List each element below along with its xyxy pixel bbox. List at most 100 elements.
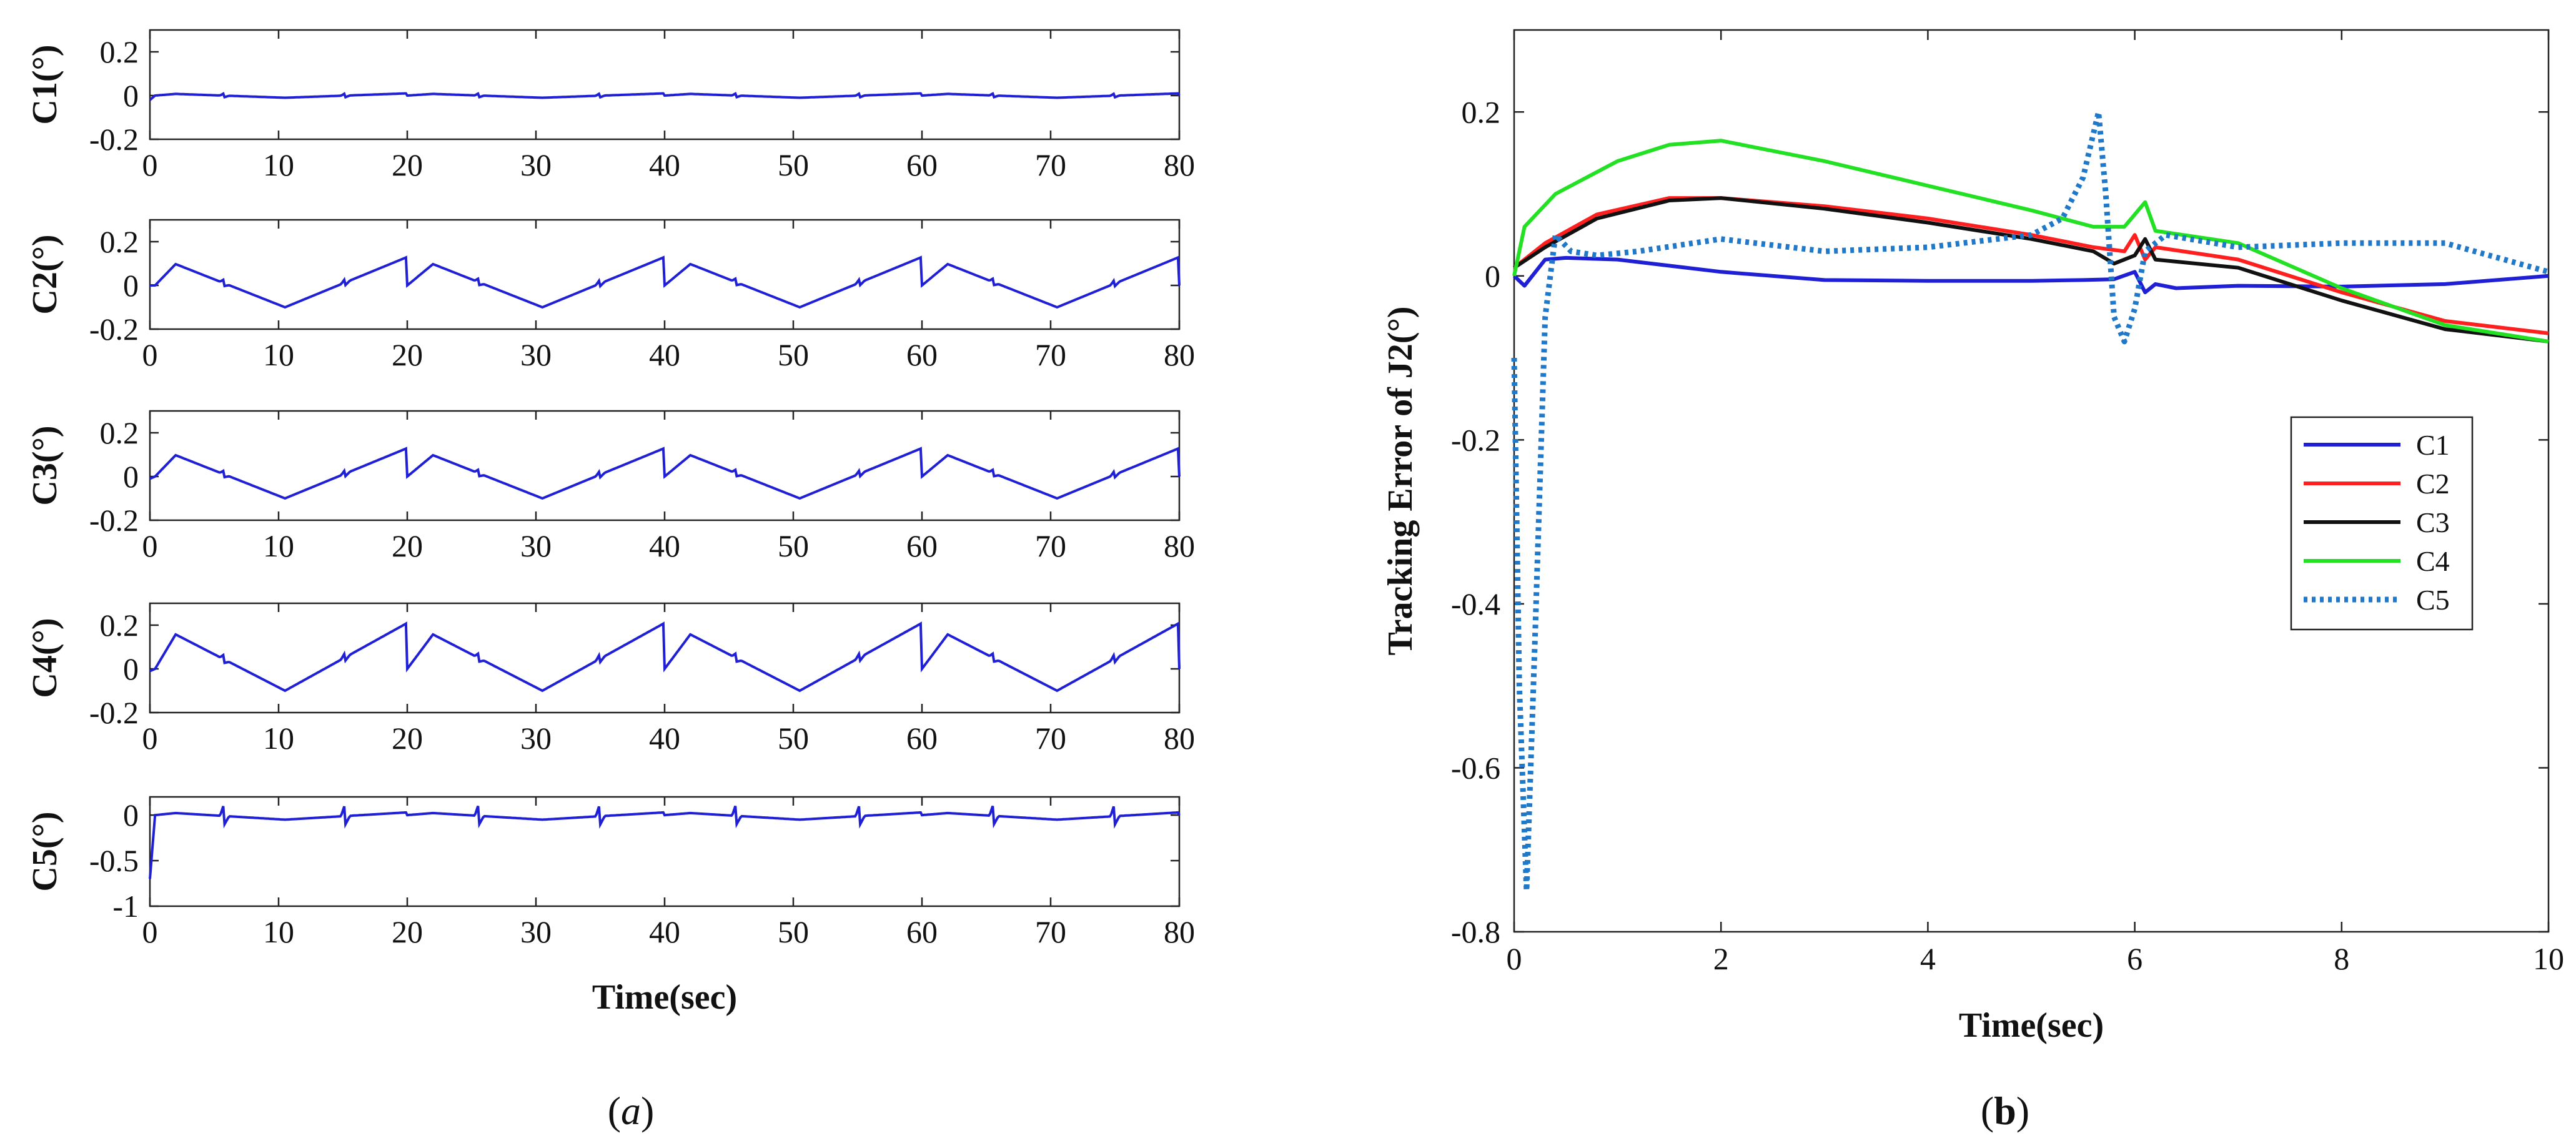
legend-label-c3: C3	[2416, 506, 2450, 538]
legend-label-c5: C5	[2416, 584, 2450, 616]
series-line-c3	[1513, 196, 2549, 343]
series-line-c4	[1512, 139, 2549, 343]
y-tick-label: 0	[1485, 259, 1500, 294]
x-tick-label: 80	[1164, 914, 1195, 949]
x-tick: 50	[778, 603, 809, 756]
x-tick-label: 50	[778, 721, 809, 756]
x-tick-label: 10	[263, 147, 294, 182]
y-tick-label: -0.2	[89, 312, 139, 347]
legend-label-c4: C4	[2416, 545, 2450, 577]
y-tick-label: -0.4	[1451, 586, 1500, 621]
x-tick-label: 50	[778, 528, 809, 563]
x-tick-label: 40	[649, 337, 680, 372]
x-tick: 80	[1164, 603, 1195, 756]
y-tick-label: -0.2	[1451, 422, 1500, 457]
caption-a: (a)	[608, 1089, 655, 1133]
y-tick-label: -0.6	[1451, 750, 1500, 785]
y-tick: -0.2	[1451, 422, 2549, 457]
x-axis-label: Time(sec)	[1959, 1006, 2104, 1045]
y-tick: 0.2	[100, 608, 1179, 643]
x-tick: 60	[906, 30, 938, 182]
x-tick: 20	[392, 220, 423, 372]
panel-2: 0 10 20 30 40 50 60 70 800.20-0.2C2(°)	[26, 219, 1195, 372]
x-tick: 10	[263, 411, 294, 563]
y-tick-label: 0.2	[1462, 94, 1501, 129]
x-tick: 50	[778, 411, 809, 563]
y-tick-label: -0.2	[89, 503, 139, 538]
x-tick: 20	[392, 30, 423, 182]
x-tick: 0	[1507, 30, 1522, 976]
y-tick-label: -1	[112, 889, 139, 924]
x-tick-label: 20	[392, 528, 423, 563]
chart-a: 0 10 20 30 40 50 60 70 800.20-0.2C1(°)0 10 20 30 40 5…	[26, 29, 1195, 1017]
x-tick: 80	[1164, 411, 1195, 563]
legend-label-c1: C1	[2416, 429, 2450, 461]
y-tick: 0.2	[100, 224, 1179, 259]
x-tick-label: 40	[649, 147, 680, 182]
x-tick: 10	[263, 220, 294, 372]
x-tick-label: 60	[906, 528, 938, 563]
y-tick: 0.2	[1462, 94, 2549, 129]
x-tick-label: 10	[263, 528, 294, 563]
y-axis-label: C1(°)	[26, 44, 64, 124]
series-line-c2	[1513, 196, 2549, 335]
x-tick: 0	[142, 603, 158, 756]
y-axis-label: C3(°)	[26, 425, 64, 505]
y-tick: 0	[123, 651, 1179, 686]
x-tick-label: 50	[778, 147, 809, 182]
x-tick: 10	[263, 603, 294, 756]
x-tick-label: 10	[2533, 941, 2564, 976]
y-tick: -0.2	[89, 695, 1179, 730]
y-tick-label: 0	[123, 798, 139, 832]
y-tick-label: 0	[123, 78, 139, 113]
x-tick-label: 60	[906, 914, 938, 949]
legend: C1 C2 C3 C4 C5	[2290, 416, 2474, 631]
x-tick-label: 80	[1164, 721, 1195, 756]
x-tick: 50	[778, 220, 809, 372]
panel-1: 0 10 20 30 40 50 60 70 800.20-0.2C1(°)	[26, 29, 1195, 182]
y-axis-label: C5(°)	[26, 811, 64, 891]
x-tick: 40	[649, 411, 680, 563]
panel-3: 0 10 20 30 40 50 60 70 800.20-0.2C3(°)	[26, 410, 1195, 563]
series-line-c4	[149, 621, 1181, 693]
y-tick: -0.8	[1451, 914, 2549, 949]
x-tick: 10	[2533, 30, 2564, 976]
x-tick-label: 70	[1035, 528, 1066, 563]
y-tick-label: 0	[123, 268, 139, 303]
x-tick: 80	[1164, 220, 1195, 372]
x-tick: 0	[142, 797, 158, 949]
panel-frame	[149, 29, 1181, 141]
x-tick-label: 30	[520, 528, 552, 563]
x-tick-label: 60	[906, 147, 938, 182]
x-tick-label: 30	[520, 721, 552, 756]
x-tick-label: 50	[778, 337, 809, 372]
x-tick: 4	[1920, 30, 1936, 976]
y-tick-label: -0.8	[1451, 914, 1500, 949]
x-tick: 30	[520, 603, 552, 756]
x-tick: 10	[263, 797, 294, 949]
x-tick: 70	[1035, 30, 1066, 182]
y-tick: -0.5	[89, 843, 1179, 878]
x-tick-label: 2	[1713, 941, 1729, 976]
x-tick-label: 6	[2127, 941, 2143, 976]
panel-4: 0 10 20 30 40 50 60 70 800.20-0.2C4(°)	[26, 602, 1195, 756]
y-axis-label: C4(°)	[26, 618, 64, 698]
x-tick: 20	[392, 411, 423, 563]
x-tick-label: 40	[649, 721, 680, 756]
panel-5: 0 10 20 30 40 50 60 70 80 0 -0.5 -1 C5(°)	[26, 796, 1195, 949]
x-tick-label: 40	[649, 914, 680, 949]
x-tick: 70	[1035, 797, 1066, 949]
x-tick: 40	[649, 220, 680, 372]
x-tick: 20	[392, 797, 423, 949]
x-tick: 70	[1035, 411, 1066, 563]
x-tick-label: 0	[142, 337, 158, 372]
x-tick-label: 8	[2334, 941, 2349, 976]
x-tick: 80	[1164, 30, 1195, 182]
y-tick: 0.2	[100, 34, 1179, 69]
x-tick: 40	[649, 797, 680, 949]
y-tick-label: 0.2	[100, 34, 139, 69]
x-tick: 30	[520, 797, 552, 949]
y-tick-label: 0.2	[100, 415, 139, 450]
x-tick: 60	[906, 603, 938, 756]
